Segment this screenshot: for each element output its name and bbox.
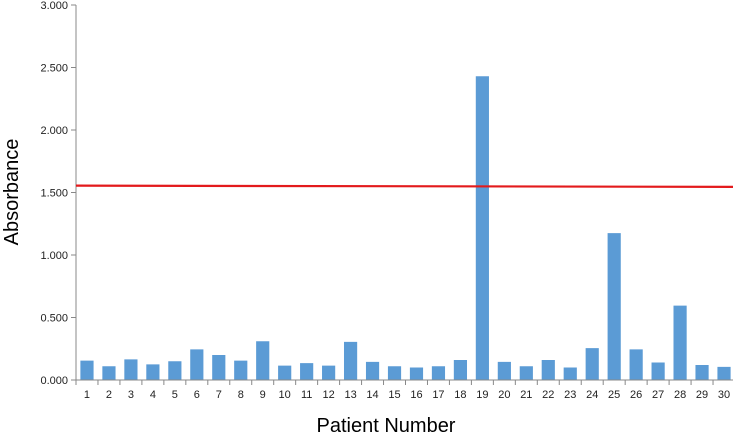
bar-patient-17 <box>431 366 446 380</box>
bar-patient-8 <box>234 360 248 380</box>
x-tick-label: 2 <box>106 389 112 401</box>
x-tick-label: 9 <box>260 389 266 401</box>
y-axis-title: Absorbance <box>1 139 23 246</box>
bar-patient-6 <box>190 349 204 380</box>
bar-patient-13 <box>343 341 358 380</box>
x-tick-label: 12 <box>322 389 334 401</box>
x-tick-label: 4 <box>150 389 156 401</box>
x-tick-label: 30 <box>718 389 730 401</box>
bar-patient-21 <box>519 366 533 380</box>
bars <box>80 76 731 380</box>
bar-patient-2 <box>102 366 116 380</box>
x-tick-label: 1 <box>84 389 90 401</box>
bar-patient-10 <box>278 365 292 380</box>
x-tick-label: 22 <box>542 389 554 401</box>
y-tick-label: 1.000 <box>40 250 68 262</box>
bar-patient-18 <box>453 360 468 380</box>
x-tick-label: 11 <box>301 389 312 401</box>
x-axis: 1 2 3 4 5 6 7 8 9 10 11 12 13 14 15 16 17 18 19 20 21 22 23 24 2… <box>75 379 733 401</box>
bar-patient-27 <box>651 362 665 380</box>
bar-patient-15 <box>387 366 402 380</box>
x-tick-label: 16 <box>410 389 422 401</box>
x-tick-label: 8 <box>238 389 244 401</box>
bar-patient-5 <box>168 361 182 380</box>
bar-patient-12 <box>322 365 336 380</box>
bar-patient-3 <box>124 359 138 380</box>
x-tick-label: 15 <box>388 389 400 401</box>
x-tick-label: 21 <box>520 389 532 401</box>
x-tick-label: 17 <box>432 389 444 401</box>
bar-patient-9 <box>256 341 270 380</box>
x-tick-label: 3 <box>128 389 134 401</box>
bar-patient-25 <box>607 233 621 380</box>
bar-patient-7 <box>212 355 226 380</box>
x-tick-label: 27 <box>652 389 664 401</box>
y-tick-label: 0.500 <box>40 313 68 325</box>
x-tick-label: 13 <box>344 389 356 401</box>
x-tick-label: 20 <box>498 389 510 401</box>
x-tick-label: 14 <box>366 389 378 401</box>
bar-patient-4 <box>146 364 160 380</box>
x-tick-label: 23 <box>564 389 576 401</box>
y-tick-label: 1.500 <box>40 188 68 200</box>
bar-patient-28 <box>673 305 687 380</box>
bar-patient-14 <box>365 361 380 380</box>
x-tick-label: 7 <box>216 389 222 401</box>
bar-patient-29 <box>695 365 709 380</box>
bar-patient-24 <box>585 348 599 380</box>
x-tick-label: 5 <box>172 389 178 401</box>
x-tick-label: 24 <box>586 389 598 401</box>
x-tick-label: 6 <box>194 389 200 401</box>
bar-patient-22 <box>541 360 555 380</box>
x-tick-label: 28 <box>674 389 686 401</box>
threshold-line <box>75 184 733 188</box>
bar-patient-19 <box>475 76 489 380</box>
x-tick-label: 26 <box>630 389 642 401</box>
x-axis-title: Patient Number <box>317 415 456 437</box>
x-tick-label: 10 <box>279 389 291 401</box>
x-tick-label: 29 <box>696 389 708 401</box>
y-tick-label: 2.000 <box>40 125 68 137</box>
x-tick-label: 18 <box>454 389 466 401</box>
y-tick-label: 0.000 <box>40 375 68 387</box>
bar-patient-20 <box>497 361 511 380</box>
bar-patient-30 <box>717 366 731 380</box>
bar-patient-23 <box>563 367 577 380</box>
bar-patient-11 <box>300 363 314 380</box>
x-tick-label: 19 <box>476 389 488 401</box>
y-axis: 0.000 0.500 1.000 1.500 2.000 2.500 3.000 <box>40 0 77 387</box>
y-tick-label: 2.500 <box>40 63 68 75</box>
bar-patient-26 <box>629 349 643 380</box>
bar-patient-16 <box>409 367 424 380</box>
x-tick-label: 25 <box>608 389 620 401</box>
bar-patient-1 <box>80 360 94 380</box>
y-tick-label: 3.000 <box>40 0 68 12</box>
